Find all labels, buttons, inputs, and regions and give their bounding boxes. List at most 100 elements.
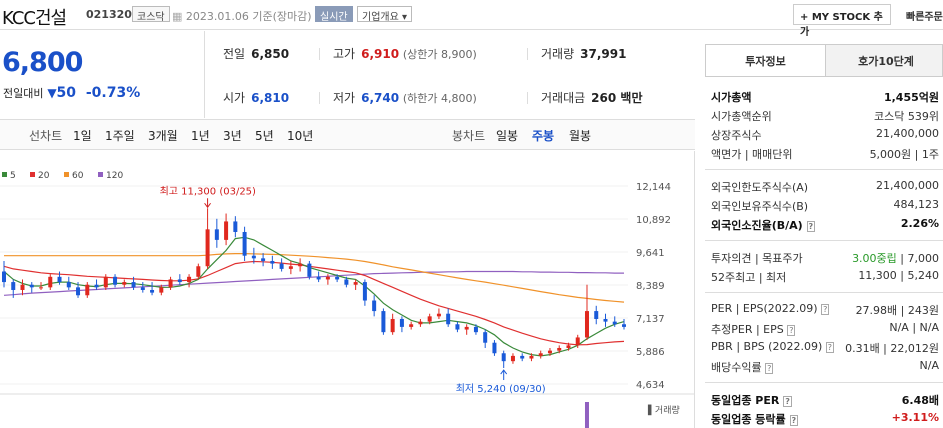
help-icon[interactable]: ? bbox=[789, 414, 799, 426]
candle-body bbox=[288, 266, 293, 269]
quick-order-link[interactable]: 빠른주문 bbox=[906, 12, 943, 23]
row-label: 상장주식수 bbox=[711, 129, 762, 142]
candle-body bbox=[566, 345, 571, 348]
row-label: PBR | BPS (2022.09) ? bbox=[711, 340, 835, 353]
ma120-line bbox=[3, 270, 624, 296]
candle-body bbox=[436, 313, 441, 317]
candle-body bbox=[2, 271, 6, 283]
candle-body bbox=[29, 284, 34, 288]
stat-value: 6,810 bbox=[251, 91, 290, 105]
candle-body bbox=[76, 287, 81, 296]
candle-body bbox=[298, 263, 303, 267]
candle-body bbox=[418, 321, 423, 325]
period-1d[interactable]: 1일 bbox=[73, 129, 92, 143]
help-icon[interactable]: ? bbox=[825, 341, 835, 353]
help-icon[interactable]: ? bbox=[806, 220, 816, 232]
legend-label: 20 bbox=[38, 171, 50, 181]
row-value: 21,400,000 bbox=[876, 179, 939, 192]
row-value: 27.98배 | 243원 bbox=[855, 304, 939, 317]
candle-body bbox=[140, 287, 145, 290]
candle-body bbox=[233, 221, 238, 232]
price-chart: 5 20 60 120 12,144 10,892 9,641 8,389 7,137 5,886… bbox=[0, 151, 695, 428]
candle-body bbox=[187, 276, 192, 283]
ma60-line bbox=[4, 252, 625, 303]
add-mystock-button[interactable]: + MY STOCK 추가 bbox=[793, 4, 891, 38]
period-3m[interactable]: 3개월 bbox=[148, 129, 178, 143]
y-tick-label: 8,389 bbox=[636, 281, 665, 292]
stock-header: KCC건설 021320 코스닥 ▦ 2023.01.06 기준(장마감) 실시… bbox=[0, 0, 943, 38]
row-label-text: 추정PER | EPS bbox=[711, 323, 784, 336]
tab-order-book[interactable]: 호가10단계 bbox=[858, 55, 914, 68]
down-triangle-icon: ▼ bbox=[47, 86, 57, 100]
y-tick-label: 4,634 bbox=[636, 380, 665, 391]
row-value: 0.31배 | 22,012원 bbox=[845, 342, 939, 355]
row-label: 52주최고 | 최저 bbox=[711, 271, 787, 284]
legend-label: 120 bbox=[106, 171, 123, 181]
candle-body bbox=[307, 263, 312, 277]
legend-label: 5 bbox=[10, 171, 16, 181]
price-change: 전일대비 ▼50 -0.73% bbox=[3, 85, 140, 101]
candle-body bbox=[501, 353, 506, 362]
candle-daily[interactable]: 일봉 bbox=[496, 129, 519, 143]
price-date-text: 2023.01.06 기준(장마감) bbox=[185, 10, 312, 23]
realtime-button[interactable]: 실시간 bbox=[315, 6, 353, 23]
period-1w[interactable]: 1주일 bbox=[105, 129, 135, 143]
candle-body bbox=[353, 282, 358, 285]
candle-body bbox=[335, 276, 340, 280]
candle-body bbox=[94, 284, 99, 288]
stat-value: 6,910 bbox=[361, 47, 400, 61]
help-icon[interactable]: ? bbox=[783, 395, 792, 407]
period-1y[interactable]: 1년 bbox=[191, 129, 210, 143]
period-5y[interactable]: 5년 bbox=[255, 129, 274, 143]
candle-body bbox=[168, 279, 173, 288]
row-value: +3.11% bbox=[891, 411, 939, 424]
candle-monthly[interactable]: 월봉 bbox=[569, 129, 592, 143]
change-amount: 50 bbox=[56, 85, 77, 101]
candle-body bbox=[557, 347, 562, 351]
period-10y[interactable]: 10년 bbox=[287, 129, 314, 143]
period-3y[interactable]: 3년 bbox=[223, 129, 242, 143]
row-value: 코스닥 539위 bbox=[874, 110, 939, 123]
company-info-dropdown[interactable]: 기업개요 ▾ bbox=[357, 6, 412, 23]
candle-body bbox=[372, 300, 377, 312]
candle-body bbox=[362, 282, 367, 301]
row-label: 시가총액 bbox=[711, 91, 752, 104]
candle-body bbox=[399, 318, 404, 327]
volume-label: ▌거래량 bbox=[647, 404, 680, 416]
divider bbox=[705, 382, 943, 383]
candle-body bbox=[251, 255, 256, 259]
candle-body bbox=[177, 279, 182, 283]
row-value: 3.00중립 | 7,000 bbox=[852, 252, 939, 265]
stat-open: 시가 6,810 bbox=[223, 89, 289, 106]
stat-value: 6,850 bbox=[251, 47, 290, 61]
candle-body bbox=[603, 318, 608, 322]
candle-body bbox=[103, 276, 108, 288]
candle-body bbox=[270, 260, 275, 264]
candle-body bbox=[214, 229, 219, 240]
chart-period-bar: 선차트 1일 1주일 3개월 1년 3년 5년 10년 봉차트 일봉 주봉 월봉 bbox=[0, 119, 695, 150]
company-name: KCC건설 bbox=[2, 8, 67, 29]
legend-swatch bbox=[98, 172, 103, 177]
stock-code: 021320 bbox=[86, 8, 132, 21]
volume-bar bbox=[584, 402, 589, 428]
row-value: 11,300 | 5,240 bbox=[858, 269, 939, 282]
candle-weekly[interactable]: 주봉 bbox=[532, 129, 555, 143]
side-tabs: 투자정보 호가10단계 bbox=[705, 44, 943, 77]
candle-body bbox=[279, 263, 284, 269]
help-icon[interactable]: ? bbox=[787, 324, 796, 336]
tab-investment-info[interactable]: 투자정보 bbox=[706, 45, 826, 76]
row-label: 외국인소진율(B/A) ? bbox=[711, 217, 816, 233]
candle-body bbox=[427, 316, 432, 322]
candle-body bbox=[316, 276, 321, 280]
help-icon[interactable]: ? bbox=[821, 303, 830, 315]
stat-label: 전일 bbox=[223, 47, 246, 61]
market-badge: 코스닥 bbox=[132, 6, 170, 23]
y-tick-label: 5,886 bbox=[636, 347, 665, 358]
stat-trade-value: 거래대금 260 백만 bbox=[541, 89, 642, 106]
help-icon[interactable]: ? bbox=[765, 362, 774, 374]
row-value: 1,455억원 bbox=[883, 91, 939, 104]
divider bbox=[527, 48, 528, 60]
candle-body bbox=[492, 342, 497, 354]
candle-body bbox=[622, 324, 626, 327]
price-summary: 6,800 전일대비 ▼50 -0.73% bbox=[0, 31, 205, 118]
